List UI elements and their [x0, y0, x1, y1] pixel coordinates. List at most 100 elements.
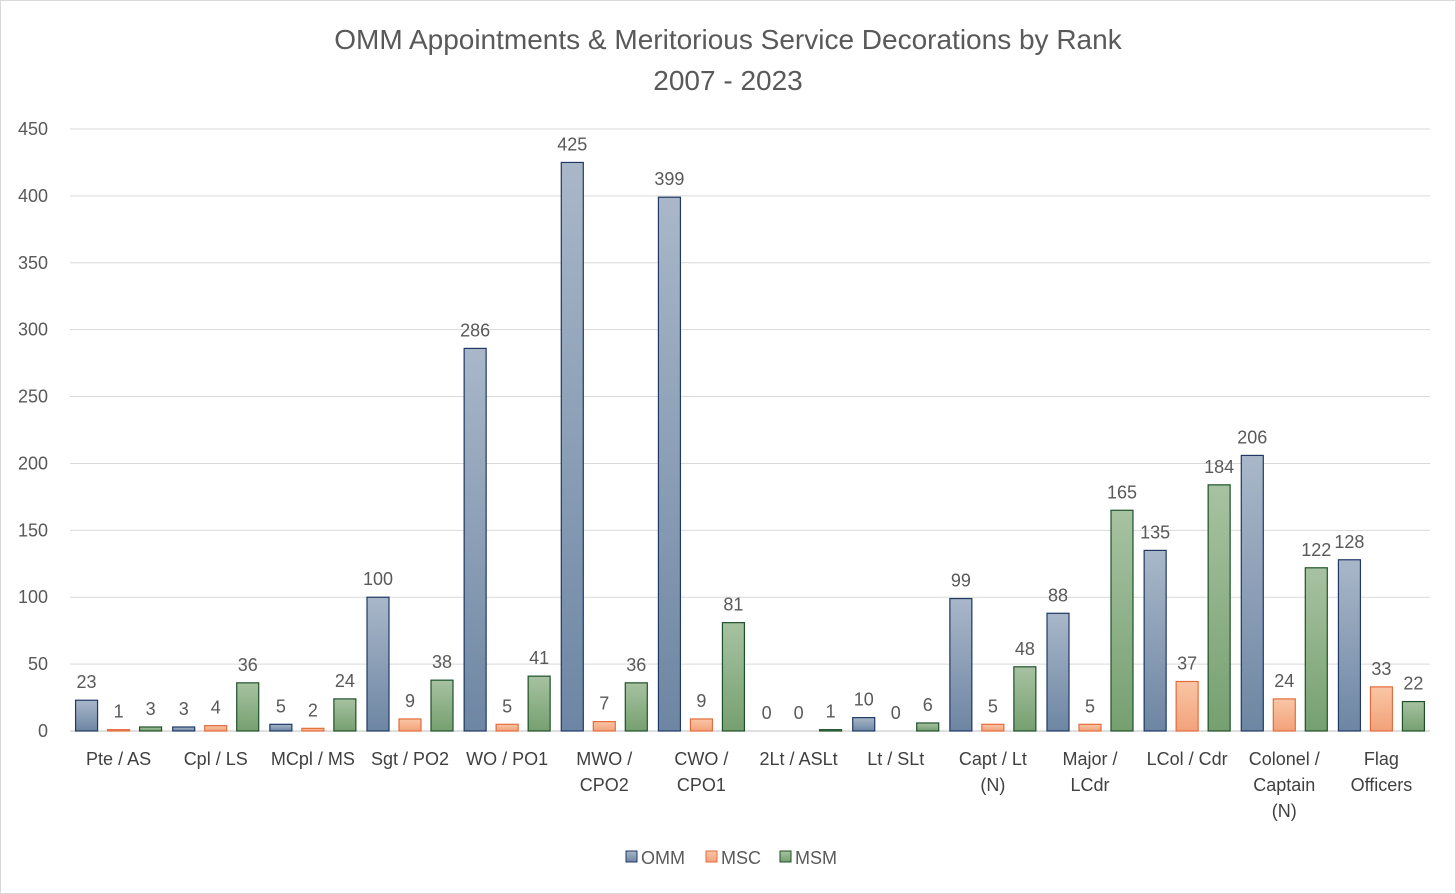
- data-label: 122: [1301, 540, 1331, 560]
- y-tick-label: 400: [18, 186, 48, 206]
- y-tick-label: 100: [18, 587, 48, 607]
- x-category-label: Cpl / LS: [184, 749, 248, 769]
- data-label: 9: [405, 691, 415, 711]
- legend-swatch-msc: [705, 850, 718, 863]
- bar-omm: [949, 597, 973, 732]
- x-category-label: Capt / Lt: [959, 749, 1027, 769]
- bar-omm: [172, 726, 196, 732]
- bar-omm: [657, 196, 682, 732]
- bar-msc: [1369, 686, 1394, 732]
- bar-msc: [592, 721, 616, 732]
- bar-omm: [366, 596, 390, 732]
- bar-msm: [1207, 484, 1231, 732]
- data-label: 399: [654, 169, 684, 189]
- data-label: 135: [1140, 522, 1170, 542]
- data-label: 1: [826, 702, 836, 722]
- data-label: 206: [1237, 427, 1267, 447]
- data-label: 4: [211, 698, 221, 718]
- bar-msc: [398, 718, 422, 732]
- x-category-label: CPO2: [580, 775, 629, 795]
- bar-msm: [916, 722, 940, 732]
- x-category-label: Major /: [1062, 749, 1117, 769]
- x-category-label: (N): [980, 775, 1005, 795]
- data-label: 22: [1403, 674, 1423, 694]
- x-category-label: LCol / Cdr: [1147, 749, 1228, 769]
- bar-msm: [1401, 700, 1426, 732]
- data-label: 425: [557, 134, 587, 154]
- data-label: 24: [1274, 671, 1294, 691]
- legend-swatch-omm: [625, 850, 638, 863]
- x-category-label: LCdr: [1070, 775, 1109, 795]
- bar-msm: [818, 729, 843, 732]
- y-tick-label: 150: [18, 520, 48, 540]
- bar-msm: [138, 726, 163, 732]
- data-label: 0: [762, 703, 772, 723]
- legend-swatch-msm: [779, 850, 792, 863]
- data-label: 5: [502, 696, 512, 716]
- bar-msc: [689, 718, 714, 732]
- data-label: 37: [1177, 654, 1197, 674]
- x-category-label: Flag: [1364, 749, 1399, 769]
- bar-msc: [1078, 723, 1102, 732]
- x-category-label: Sgt / PO2: [371, 749, 449, 769]
- bar-omm: [463, 347, 487, 732]
- data-label: 48: [1015, 639, 1035, 659]
- bar-msm: [236, 682, 260, 732]
- bar-omm: [1143, 549, 1167, 732]
- bar-omm: [1046, 612, 1070, 732]
- bar-msm: [1013, 666, 1037, 732]
- x-category-label: WO / PO1: [466, 749, 548, 769]
- data-label: 38: [432, 652, 452, 672]
- x-category-label: Lt / SLt: [867, 749, 924, 769]
- x-category-label: Officers: [1351, 775, 1413, 795]
- bar-msc: [106, 729, 131, 732]
- y-tick-label: 50: [28, 654, 48, 674]
- bar-msc: [981, 723, 1005, 732]
- bar-omm: [852, 717, 876, 732]
- data-label: 2: [308, 700, 318, 720]
- chart-subtitle: 2007 - 2023: [653, 65, 802, 96]
- x-category-label: MWO /: [576, 749, 632, 769]
- data-label: 128: [1334, 532, 1364, 552]
- bar-msc: [204, 725, 228, 732]
- bar-omm: [1337, 559, 1362, 732]
- x-category-label: Colonel /: [1249, 749, 1320, 769]
- x-category-label: 2Lt / ASLt: [760, 749, 838, 769]
- data-label: 99: [951, 571, 971, 591]
- y-tick-label: 300: [18, 320, 48, 340]
- bar-omm: [269, 723, 293, 732]
- y-tick-label: 200: [18, 453, 48, 473]
- legend-label-msm: MSM: [795, 848, 837, 868]
- legend-label-omm: OMM: [641, 848, 685, 868]
- x-axis-categories: Pte / AS Cpl / LS MCpl / MS Sgt / PO2 WO / P…: [86, 749, 1412, 821]
- data-label: 3: [179, 699, 189, 719]
- data-label: 10: [854, 690, 874, 710]
- data-label: 36: [626, 655, 646, 675]
- bar-msc: [495, 723, 519, 732]
- x-category-label: MCpl / MS: [271, 749, 355, 769]
- bar-omm: [560, 161, 584, 732]
- bar-omm: [1240, 454, 1264, 732]
- bar-msc: [1272, 698, 1296, 732]
- bars: [74, 161, 1426, 732]
- data-label: 33: [1371, 659, 1391, 679]
- data-label: 7: [599, 694, 609, 714]
- y-tick-label: 0: [38, 721, 48, 741]
- x-category-label: CPO1: [677, 775, 726, 795]
- bar-msm: [430, 679, 454, 732]
- x-category-label: Captain: [1253, 775, 1315, 795]
- data-label: 9: [696, 691, 706, 711]
- chart-title: OMM Appointments & Meritorious Service D…: [334, 24, 1122, 55]
- gridlines: [70, 128, 1430, 732]
- data-label: 184: [1204, 457, 1234, 477]
- data-label: 81: [723, 595, 743, 615]
- y-tick-label: 450: [18, 119, 48, 139]
- bar-omm: [74, 699, 99, 732]
- bar-msm: [1110, 509, 1134, 732]
- data-label: 5: [276, 696, 286, 716]
- data-label: 36: [238, 655, 258, 675]
- data-label: 286: [460, 320, 490, 340]
